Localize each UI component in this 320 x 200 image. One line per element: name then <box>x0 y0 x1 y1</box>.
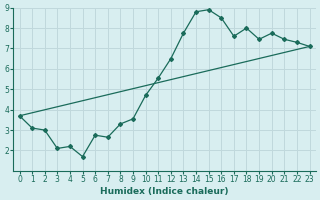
X-axis label: Humidex (Indice chaleur): Humidex (Indice chaleur) <box>100 187 229 196</box>
